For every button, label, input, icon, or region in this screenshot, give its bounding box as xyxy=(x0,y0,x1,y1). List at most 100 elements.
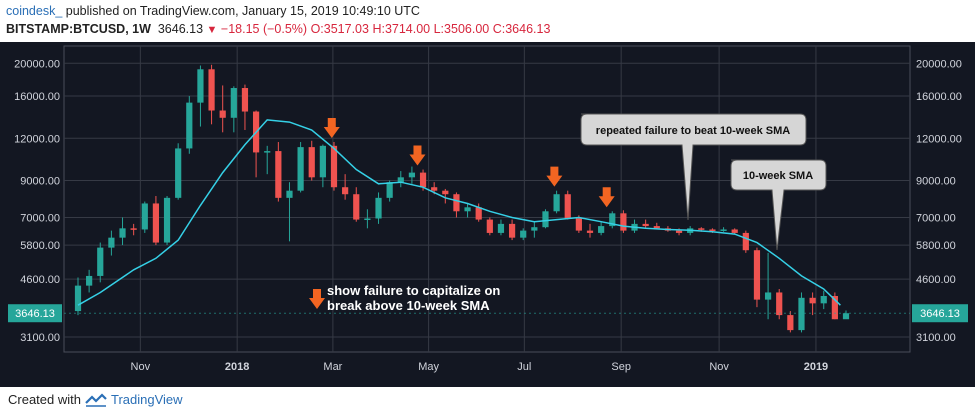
candle-down[interactable] xyxy=(698,228,705,230)
callout-text-1: repeated failure to beat 10-week SMA xyxy=(596,125,790,137)
y-tick-label-right: 7000.00 xyxy=(916,212,956,224)
down-arrow-marker xyxy=(323,118,340,139)
candle-up[interactable] xyxy=(386,182,393,198)
candle-down[interactable] xyxy=(742,232,749,251)
candle-down[interactable] xyxy=(675,230,683,233)
last-price-tag-left xyxy=(8,304,62,323)
candle-down[interactable] xyxy=(586,230,594,233)
candle-down[interactable] xyxy=(208,69,215,111)
note-line-1: show failure to capitalize on xyxy=(327,283,500,298)
candle-up[interactable] xyxy=(375,197,382,219)
high-label: H: xyxy=(372,22,385,36)
candle-up[interactable] xyxy=(197,69,204,103)
candle-up[interactable] xyxy=(720,229,727,231)
candle-up[interactable] xyxy=(531,227,538,231)
candle-down[interactable] xyxy=(353,194,360,220)
x-tick-label: 2019 xyxy=(804,361,828,373)
candle-down[interactable] xyxy=(776,292,783,316)
candle-up[interactable] xyxy=(842,313,850,320)
candle-down[interactable] xyxy=(442,190,449,195)
candle-up[interactable] xyxy=(119,228,126,238)
candle-down[interactable] xyxy=(787,315,794,331)
candle-down[interactable] xyxy=(342,187,349,195)
last-price-label-right: 3646.13 xyxy=(920,308,960,320)
down-arrow-marker xyxy=(598,187,615,208)
candle-down[interactable] xyxy=(453,194,460,212)
candle-down[interactable] xyxy=(508,223,516,238)
candle-up[interactable] xyxy=(74,285,82,312)
candle-down[interactable] xyxy=(731,229,738,233)
candle-up[interactable] xyxy=(820,295,827,304)
candle-down[interactable] xyxy=(152,203,160,243)
candle-up[interactable] xyxy=(163,197,171,243)
plot-frame xyxy=(63,45,911,353)
candle-up[interactable] xyxy=(97,247,104,276)
candle-up[interactable] xyxy=(542,211,549,228)
candle-down[interactable] xyxy=(809,297,816,304)
y-tick-label-right: 12000.00 xyxy=(916,133,962,145)
symbol-label: BITSTAMP:BTCUSD, 1W xyxy=(6,22,151,36)
candle-down[interactable] xyxy=(219,110,226,118)
note-line-2: break above 10-week SMA xyxy=(327,298,490,313)
x-tick-label: 2018 xyxy=(225,361,249,373)
candle-up[interactable] xyxy=(286,190,293,198)
candle-up[interactable] xyxy=(609,213,616,227)
candle-up[interactable] xyxy=(464,207,471,212)
candle-up[interactable] xyxy=(408,172,416,178)
candle-down[interactable] xyxy=(475,207,482,220)
candle-down[interactable] xyxy=(620,213,627,231)
candle-down[interactable] xyxy=(642,223,649,227)
y-tick-label-left: 7000.00 xyxy=(20,212,60,224)
candle-down[interactable] xyxy=(431,187,438,191)
candle-down[interactable] xyxy=(130,228,137,230)
candle-up[interactable] xyxy=(186,102,193,149)
candle-up[interactable] xyxy=(175,148,182,198)
x-tick-label: Nov xyxy=(131,361,151,373)
author-link[interactable]: coindesk_ xyxy=(6,4,63,18)
candle-up[interactable] xyxy=(553,194,560,212)
y-tick-label-right: 4600.00 xyxy=(916,274,956,286)
down-arrow-marker xyxy=(546,166,563,187)
y-tick-label-left: 16000.00 xyxy=(14,91,60,103)
price-chart[interactable]: 20000.00 20000.00 16000.00 16000.00 12000.00… xyxy=(0,42,975,387)
candle-up[interactable] xyxy=(798,297,805,331)
candle-up[interactable] xyxy=(230,88,237,118)
candle-down[interactable] xyxy=(753,250,761,300)
candle-down[interactable] xyxy=(653,226,660,229)
candle-down[interactable] xyxy=(564,194,571,219)
low-value: 3506.00 xyxy=(444,22,490,36)
publish-info: published on TradingView.com, January 15… xyxy=(65,4,420,18)
header-line-1: coindesk_ published on TradingView.com, … xyxy=(6,4,420,18)
candle-down[interactable] xyxy=(308,147,315,178)
candle-up[interactable] xyxy=(264,151,271,153)
candle-up[interactable] xyxy=(764,292,772,300)
y-tick-label-left: 12000.00 xyxy=(14,133,60,145)
candle-up[interactable] xyxy=(86,275,93,286)
candle-down[interactable] xyxy=(330,145,338,188)
candle-up[interactable] xyxy=(397,177,404,183)
y-tick-label-right: 20000.00 xyxy=(916,58,962,70)
x-tick-label: May xyxy=(418,361,439,373)
candle-down[interactable] xyxy=(575,218,582,231)
legend-arrow-icon xyxy=(309,289,325,309)
candle-down[interactable] xyxy=(486,219,493,233)
candle-up[interactable] xyxy=(319,145,326,178)
candle-up[interactable] xyxy=(497,223,505,233)
candle-down[interactable] xyxy=(831,295,838,320)
candle-up[interactable] xyxy=(108,237,115,248)
header-line-2: BITSTAMP:BTCUSD, 1W 3646.13 ▼ −18.15 (−0… xyxy=(6,22,550,36)
candle-down[interactable] xyxy=(419,172,427,188)
candle-up[interactable] xyxy=(598,226,605,233)
candle-up[interactable] xyxy=(297,147,304,191)
tradingview-brand-link[interactable]: TradingView xyxy=(110,392,183,407)
x-tick-label: Mar xyxy=(323,361,342,373)
candle-up[interactable] xyxy=(520,230,527,238)
candle-up[interactable] xyxy=(364,218,371,221)
candle-up[interactable] xyxy=(141,203,148,230)
candle-down[interactable] xyxy=(709,229,716,231)
down-triangle-icon: ▼ xyxy=(206,24,218,36)
created-with-label: Created with xyxy=(8,392,81,407)
candle-down[interactable] xyxy=(275,151,282,198)
y-tick-label-left: 20000.00 xyxy=(14,58,60,70)
candle-down[interactable] xyxy=(241,88,249,112)
